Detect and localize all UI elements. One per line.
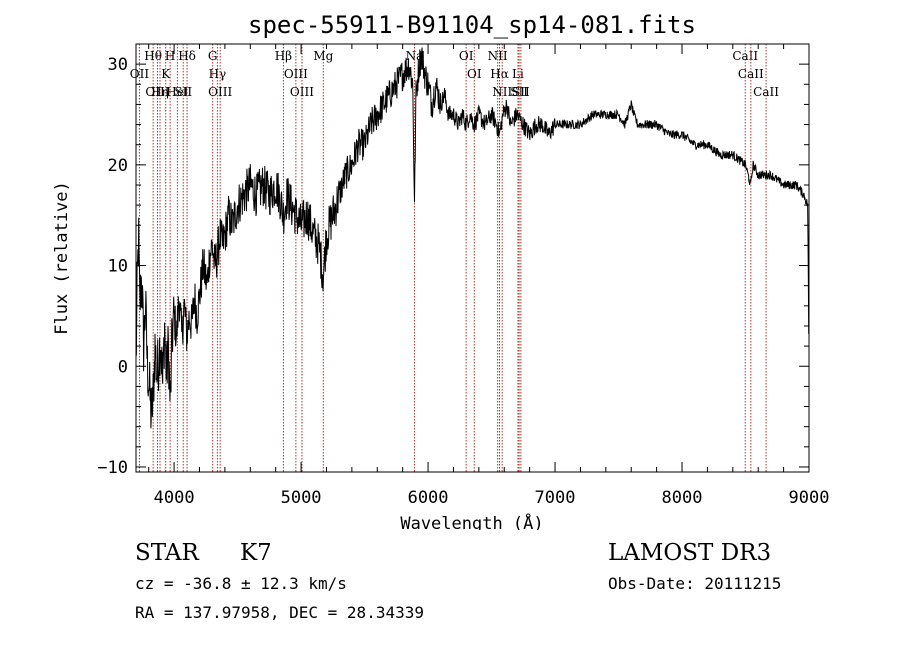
line-marker-label-23: SII bbox=[510, 85, 528, 99]
line-marker-label-18: OI bbox=[467, 67, 482, 81]
x-axis-label: Wavelength (Å) bbox=[400, 512, 543, 530]
line-marker-label-16: Na bbox=[406, 49, 424, 63]
line-marker-label-5: H bbox=[165, 49, 175, 63]
redshift-text: cz = -36.8 ± 12.3 km/s bbox=[135, 574, 347, 593]
x-tick-label-3: 7000 bbox=[535, 488, 576, 508]
plot-frame bbox=[135, 43, 810, 473]
line-marker-label-4: K bbox=[161, 67, 171, 81]
x-tick-label-4: 8000 bbox=[662, 488, 703, 508]
line-marker-label-15: Mg bbox=[313, 49, 333, 63]
y-tick-label-3: 20 bbox=[108, 156, 128, 176]
line-marker-label-19: NII bbox=[488, 49, 508, 63]
obs-date-text: Obs-Date: 20111215 bbox=[608, 574, 782, 593]
spectrum-chart: spec-55911-B91104_sp14-081.fits Hθ OII OII… bbox=[52, 11, 829, 530]
y-tick-label-4: 30 bbox=[108, 55, 128, 75]
object-subclass: K7 bbox=[240, 540, 272, 566]
x-tick-label-0: 4000 bbox=[154, 488, 195, 508]
flux-spectrum-line bbox=[135, 47, 810, 429]
line-marker-label-3: Hη bbox=[151, 85, 169, 99]
line-marker-label-22: Li bbox=[512, 67, 524, 81]
line-marker-label-13: OIII bbox=[284, 67, 308, 81]
axis-ticks: 4000 5000 6000 7000 8000 9000 −10 0 10 20 30 bbox=[97, 44, 829, 508]
survey-name: LAMOST DR3 bbox=[608, 540, 772, 566]
line-marker-label-7: SII bbox=[174, 85, 192, 99]
x-tick-label-1: 5000 bbox=[281, 488, 322, 508]
y-axis-label: Flux (relative) bbox=[52, 181, 72, 335]
line-marker-label-0: Hθ bbox=[144, 49, 162, 63]
line-marker-label-1: OII bbox=[130, 67, 150, 81]
x-tick-label-2: 6000 bbox=[408, 488, 449, 508]
line-marker-label-25: CaII bbox=[732, 49, 758, 63]
line-marker-label-17: OI bbox=[459, 49, 474, 63]
y-tick-label-0: −10 bbox=[97, 458, 128, 478]
y-tick-label-1: 0 bbox=[118, 357, 128, 377]
y-tick-label-2: 10 bbox=[108, 257, 128, 277]
x-tick-label-5: 9000 bbox=[789, 488, 830, 508]
line-marker-label-2: OIII bbox=[145, 85, 169, 99]
line-marker-label-9: G bbox=[208, 49, 218, 63]
line-marker-label-12: Hβ bbox=[275, 49, 292, 63]
line-marker-label-27: CaII bbox=[753, 85, 779, 99]
line-marker-label-21: NII bbox=[492, 85, 512, 99]
line-marker-label-8: Hδ bbox=[178, 49, 196, 63]
line-marker-label-10: Hγ bbox=[209, 67, 227, 81]
line-marker-label-26: CaII bbox=[738, 67, 764, 81]
line-marker-label-14: OIII bbox=[290, 85, 314, 99]
line-marker-label-24: SII bbox=[512, 85, 530, 99]
coordinates-text: RA = 137.97958, DEC = 28.34339 bbox=[135, 603, 424, 622]
chart-title: spec-55911-B91104_sp14-081.fits bbox=[248, 11, 696, 39]
object-class: STAR bbox=[135, 540, 199, 566]
line-marker-label-11: OIII bbox=[208, 85, 232, 99]
line-marker-label-20: Hα bbox=[490, 67, 509, 81]
